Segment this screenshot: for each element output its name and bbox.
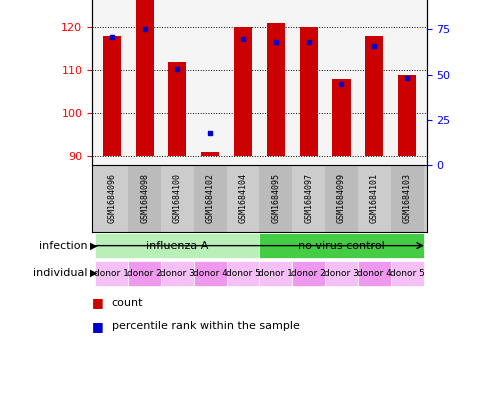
Point xyxy=(272,39,279,45)
Text: donor 5: donor 5 xyxy=(225,269,260,277)
Text: ▶: ▶ xyxy=(90,268,97,278)
Bar xyxy=(259,233,423,258)
Point xyxy=(370,42,378,49)
Text: GSM1684098: GSM1684098 xyxy=(140,173,149,224)
Point xyxy=(108,33,116,40)
Point xyxy=(337,81,345,87)
Bar xyxy=(161,165,194,232)
Bar xyxy=(226,165,259,232)
Bar xyxy=(332,79,350,156)
Text: donor 3: donor 3 xyxy=(323,269,358,277)
Text: GSM1684096: GSM1684096 xyxy=(107,173,116,224)
Bar xyxy=(168,62,186,156)
Text: no virus control: no virus control xyxy=(298,241,384,251)
Point xyxy=(239,35,246,42)
Text: donor 2: donor 2 xyxy=(127,269,162,277)
Bar xyxy=(266,23,284,156)
Point xyxy=(140,26,148,33)
Text: donor 4: donor 4 xyxy=(356,269,391,277)
Text: ■: ■ xyxy=(92,320,104,333)
Point xyxy=(206,129,214,136)
Bar xyxy=(259,165,292,232)
Text: donor 4: donor 4 xyxy=(193,269,227,277)
Bar xyxy=(292,165,324,232)
Bar xyxy=(194,261,226,285)
Bar xyxy=(397,75,415,156)
Text: GSM1684097: GSM1684097 xyxy=(303,173,313,224)
Bar xyxy=(95,233,259,258)
Point xyxy=(402,75,410,81)
Text: GSM1684103: GSM1684103 xyxy=(402,173,411,224)
Text: individual: individual xyxy=(33,268,87,278)
Text: donor 2: donor 2 xyxy=(291,269,325,277)
Text: GSM1684101: GSM1684101 xyxy=(369,173,378,224)
Bar xyxy=(324,261,357,285)
Text: donor 5: donor 5 xyxy=(389,269,424,277)
Text: GSM1684100: GSM1684100 xyxy=(173,173,182,224)
Bar xyxy=(226,261,259,285)
Text: donor 1: donor 1 xyxy=(258,269,293,277)
Text: influenza A: influenza A xyxy=(146,241,208,251)
Bar xyxy=(103,36,121,156)
Text: GSM1684095: GSM1684095 xyxy=(271,173,280,224)
Bar xyxy=(390,165,423,232)
Bar xyxy=(390,261,423,285)
Text: GSM1684104: GSM1684104 xyxy=(238,173,247,224)
Bar xyxy=(357,261,390,285)
Text: percentile rank within the sample: percentile rank within the sample xyxy=(111,321,299,331)
Text: GSM1684102: GSM1684102 xyxy=(205,173,214,224)
Bar xyxy=(324,165,357,232)
Text: count: count xyxy=(111,298,143,308)
Bar xyxy=(95,165,128,232)
Point xyxy=(173,66,181,72)
Bar xyxy=(136,0,153,156)
Point xyxy=(304,39,312,45)
Text: GSM1684099: GSM1684099 xyxy=(336,173,345,224)
Bar xyxy=(234,28,252,156)
Bar xyxy=(128,165,161,232)
Bar xyxy=(201,152,219,156)
Bar xyxy=(194,165,226,232)
Bar xyxy=(292,261,324,285)
Bar xyxy=(128,261,161,285)
Text: infection: infection xyxy=(39,241,87,251)
Bar xyxy=(95,261,128,285)
Bar xyxy=(364,36,382,156)
Text: ■: ■ xyxy=(92,296,104,309)
Text: donor 3: donor 3 xyxy=(160,269,195,277)
Text: ▶: ▶ xyxy=(90,241,97,251)
Bar xyxy=(299,28,317,156)
Bar xyxy=(259,261,292,285)
Bar xyxy=(357,165,390,232)
Text: donor 1: donor 1 xyxy=(94,269,129,277)
Bar xyxy=(161,261,194,285)
